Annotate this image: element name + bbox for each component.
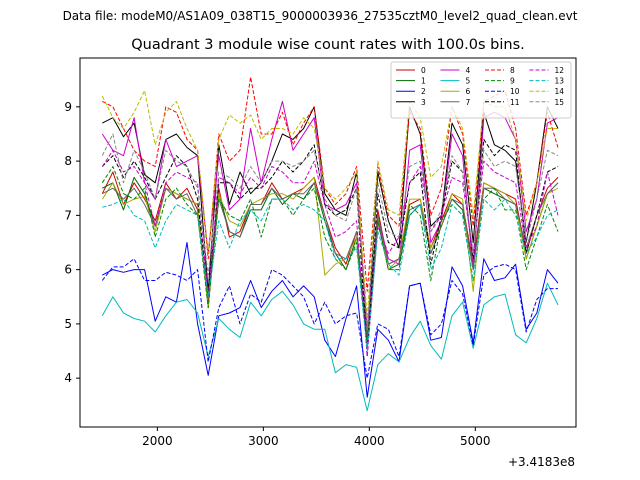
legend-label-1: 1 [421, 77, 426, 86]
legend-label-7: 7 [466, 98, 471, 107]
series-line-11 [101, 138, 559, 357]
y-tick-label: 6 [64, 263, 72, 277]
legend-label-2: 2 [421, 87, 426, 96]
legend-label-14: 14 [555, 87, 565, 96]
x-tick-label: 3000 [248, 434, 279, 448]
series-lines [101, 76, 559, 412]
data-file-header: Data file: modeM0/AS1A09_038T15_90000039… [63, 9, 578, 23]
legend-box [390, 61, 572, 119]
plot-area [79, 57, 577, 428]
legend-label-0: 0 [421, 66, 426, 75]
legend-label-11: 11 [510, 98, 520, 107]
series-line-5 [101, 282, 559, 412]
legend-label-6: 6 [466, 87, 471, 96]
legend-label-9: 9 [510, 77, 515, 86]
x-tick-label: 4000 [354, 434, 385, 448]
series-line-10 [101, 258, 558, 379]
x-tick-label: 5000 [460, 434, 491, 448]
y-tick-label: 9 [64, 100, 72, 114]
y-tick-label: 5 [64, 317, 72, 331]
chart-title: Quadrant 3 module wise count rates with … [131, 37, 525, 53]
y-tick-label: 7 [64, 208, 72, 222]
legend-label-8: 8 [510, 66, 515, 75]
y-tick-label: 4 [64, 371, 72, 385]
axes-frame [79, 57, 577, 428]
x-tick-label: 2000 [142, 434, 173, 448]
series-line-2 [102, 242, 559, 398]
legend-label-5: 5 [466, 77, 471, 86]
legend-label-15: 15 [555, 98, 565, 107]
y-axis: 4 5 6 7 8 9 [64, 100, 80, 385]
series-line-3 [102, 106, 559, 341]
x-axis-offset-label: +3.4183e8 [508, 455, 575, 469]
series-line-13 [102, 198, 559, 352]
series-line-14 [101, 90, 558, 319]
legend-label-4: 4 [466, 66, 471, 75]
legend-label-10: 10 [510, 87, 520, 96]
legend-label-13: 13 [555, 77, 565, 86]
y-tick-label: 8 [64, 154, 72, 168]
series-line-12 [101, 149, 559, 357]
legend-label-12: 12 [555, 66, 565, 75]
series-line-7 [102, 182, 559, 341]
x-axis: 2000 3000 4000 5000 [142, 427, 491, 448]
series-line-15 [101, 133, 559, 330]
legend-label-3: 3 [421, 98, 426, 107]
